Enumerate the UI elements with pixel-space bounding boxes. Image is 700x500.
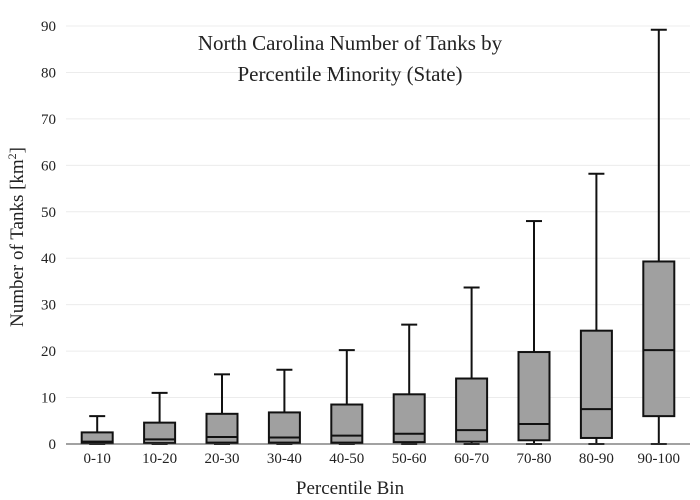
box-group-30-40: [267, 368, 301, 445]
box-group-0-10: [80, 415, 114, 445]
x-tick-label: 70-80: [517, 451, 552, 467]
iqr-box: [205, 412, 239, 444]
x-axis-label: Percentile Bin: [296, 478, 405, 499]
y-axis-label-main: Number of Tanks [km: [7, 159, 28, 327]
y-tick-label: 20: [41, 344, 56, 360]
chart-title-line-1: North Carolina Number of Tanks by: [198, 31, 503, 55]
box-group-20-30: [205, 373, 239, 445]
x-tick-label: 30-40: [267, 451, 302, 467]
box-group-40-50: [330, 349, 364, 445]
iqr-box: [392, 393, 426, 444]
chart-title-line-2: Percentile Minority (State): [237, 62, 462, 86]
box-group-50-60: [392, 323, 426, 445]
x-tick-label: 80-90: [579, 451, 614, 467]
boxes-layer: [80, 28, 676, 445]
iqr-box: [579, 329, 613, 439]
x-tick-label: 50-60: [392, 451, 427, 467]
box-group-10-20: [143, 391, 177, 445]
x-tick-labels: 0-10 10-20 20-30 30-40 40-50 50-60 60-70 70-80 8…: [83, 451, 680, 467]
x-tick-label: 20-30: [205, 451, 240, 467]
box-group-70-80: [517, 220, 551, 445]
box-group-80-90: [579, 172, 613, 445]
y-axis-label-end: ]: [7, 147, 28, 153]
y-tick-label: 60: [41, 158, 56, 174]
box-group-60-70: [455, 286, 489, 445]
iqr-box: [642, 260, 676, 418]
y-tick-label: 40: [41, 251, 56, 267]
iqr-box: [455, 377, 489, 443]
x-tick-label: 40-50: [329, 451, 364, 467]
y-tick-label: 80: [41, 65, 56, 81]
iqr-box: [517, 351, 551, 442]
x-tick-label: 90-100: [638, 451, 681, 467]
y-tick-label: 0: [49, 437, 57, 453]
y-tick-label: 30: [41, 298, 56, 314]
y-tick-label: 50: [41, 205, 56, 221]
grid-layer: [66, 25, 690, 399]
y-axis-label-superscript: 2: [5, 153, 19, 159]
x-tick-label: 10-20: [142, 451, 177, 467]
y-tick-label: 90: [41, 19, 56, 35]
iqr-box: [330, 403, 364, 444]
y-axis-label: Number of Tanks [km2]: [5, 147, 28, 327]
box-group-90-100: [642, 28, 676, 445]
y-tick-label: 70: [41, 112, 56, 128]
iqr-box: [143, 421, 177, 445]
x-tick-label: 0-10: [83, 451, 111, 467]
x-tick-label: 60-70: [454, 451, 489, 467]
y-tick-label: 10: [41, 391, 56, 407]
y-tick-labels: 0 10 20 30 40 50 60 70 80 90: [41, 19, 56, 453]
